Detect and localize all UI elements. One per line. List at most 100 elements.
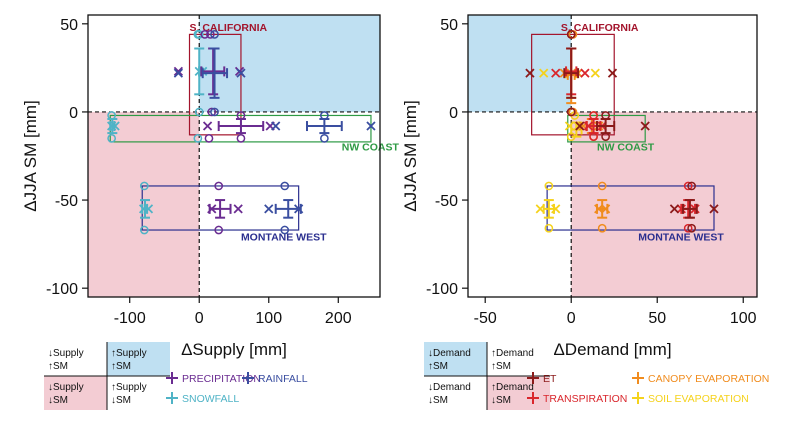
circle-transpiration-montane-west-1 xyxy=(683,223,693,233)
quad-key-top-right-1: ↑SM xyxy=(111,361,131,372)
legend-label-rainfall: RAINFALL xyxy=(258,373,308,385)
circle-et-montane-west-1 xyxy=(687,223,696,233)
ytick-label-3: -100 xyxy=(426,281,458,298)
circle-canopy-evaporation-montane-west-1 xyxy=(597,223,607,233)
circle-precipitation-nw-coast-0 xyxy=(236,111,246,120)
quad-key-bottom-right-0: ↑Supply xyxy=(111,382,147,393)
circle-snowfall-s-california-1 xyxy=(194,30,204,39)
cross-rainfall-montane-west-0 xyxy=(264,204,274,214)
region-label-nw-coast: NW COAST xyxy=(342,142,400,154)
cross-transpiration-s-california-0 xyxy=(551,68,561,78)
xtick-label-0: -50 xyxy=(474,310,497,327)
quad-key-shade-bottom-right xyxy=(487,376,550,410)
circle-et-nw-coast-1 xyxy=(601,132,610,141)
circle-transpiration-montane-west-0 xyxy=(683,181,693,191)
quadrant-shade-1 xyxy=(571,111,757,297)
quad-key-top-left-0: ↓Supply xyxy=(48,348,84,359)
circle-snowfall-nw-coast-0 xyxy=(107,111,116,120)
cross-soil-evaporation-montane-west-1 xyxy=(551,204,561,214)
quadrant-shade-0 xyxy=(199,15,380,112)
plot-frame xyxy=(467,14,758,298)
circle-rainfall-montane-west-1 xyxy=(280,225,290,235)
x-axis-title: ΔSupply [mm] xyxy=(181,340,287,359)
circle-transpiration-nw-coast-0 xyxy=(589,111,598,120)
xtick-label-3: 200 xyxy=(325,310,352,327)
cross-et-s-california-0 xyxy=(525,68,535,78)
circle-snowfall-nw-coast-1 xyxy=(107,134,116,143)
cross-precipitation-s-california-0 xyxy=(173,66,184,77)
region-box-s-california xyxy=(531,33,615,136)
circle-rainfall-montane-west-0 xyxy=(280,181,290,191)
quad-key-bottom-right-1: ↓SM xyxy=(491,395,511,406)
circle-transpiration-nw-coast-1 xyxy=(589,132,598,141)
x-axis-title: ΔDemand [mm] xyxy=(553,340,671,359)
region-box-s-california xyxy=(188,33,242,136)
xtick-label-2: 100 xyxy=(255,310,282,327)
region-label-montane-west: MONTANE WEST xyxy=(241,232,327,244)
legend-label-precipitation: PRECIPITATION xyxy=(182,373,261,385)
quad-key-bottom-left-1: ↓SM xyxy=(48,395,68,406)
legend-supply: ↓Supply ↑SM ↑Supply ↑SM ↓Supply ↓SM ↑Supply ↓SM… xyxy=(44,342,308,410)
plot-frame xyxy=(87,14,381,298)
legend-label-canopy-evaporation: CANOPY EVAPORATION xyxy=(648,373,769,385)
ytick-label-2: -50 xyxy=(55,193,78,210)
cross-snowfall-montane-west-1 xyxy=(143,204,154,214)
xtick-label-2: 50 xyxy=(648,310,666,327)
legend-label-soil-evaporation: SOIL EVAPORATION xyxy=(648,393,749,405)
quad-key-bottom-left-1: ↓SM xyxy=(428,395,448,406)
cross-et-nw-coast-0 xyxy=(575,121,585,131)
region-label-montane-west: MONTANE WEST xyxy=(638,232,724,244)
y-axis-title: ΔJJA SM [mm] xyxy=(21,100,40,211)
cross-soil-evaporation-s-california-0 xyxy=(539,68,549,78)
quad-key-top-left-1: ↑SM xyxy=(428,361,448,372)
cross-soil-evaporation-nw-coast-0 xyxy=(564,121,575,131)
quad-key-top-left-1: ↑SM xyxy=(48,361,68,372)
quad-key-shade-top-left xyxy=(424,342,487,376)
circle-rainfall-nw-coast-1 xyxy=(320,134,329,143)
legend-label-transpiration: TRANSPIRATION xyxy=(543,393,627,405)
circle-precipitation-nw-coast-2 xyxy=(204,134,214,143)
circle-et-montane-west-0 xyxy=(687,181,696,191)
cross-snowfall-nw-coast-0 xyxy=(107,121,117,131)
ytick-label-3: -100 xyxy=(46,281,78,298)
quad-key-top-right-0: ↑Demand xyxy=(491,348,534,359)
ytick-label-0: 50 xyxy=(60,17,78,34)
region-label-s-california: S. CALIFORNIA xyxy=(561,22,639,34)
cross-canopy-evaporation-montane-west-0 xyxy=(594,204,604,214)
cross-transpiration-nw-coast-0 xyxy=(583,121,594,131)
cross-soil-evaporation-s-california-1 xyxy=(590,68,600,78)
circle-soil-evaporation-nw-coast-1 xyxy=(566,132,576,141)
circle-precipitation-nw-coast-1 xyxy=(236,134,246,143)
quadrant-shade-1 xyxy=(88,111,200,297)
cross-rainfall-s-california-1 xyxy=(236,68,246,78)
circle-precipitation-s-california-0 xyxy=(200,30,210,39)
cross-et-montane-west-1 xyxy=(709,204,719,214)
cross-precipitation-nw-coast-0 xyxy=(202,121,213,131)
circle-canopy-evaporation-montane-west-0 xyxy=(597,181,607,191)
legend-label-snowfall: SNOWFALL xyxy=(182,393,239,405)
cross-rainfall-montane-west-1 xyxy=(294,204,304,214)
cross-transpiration-s-california-1 xyxy=(580,68,590,78)
xtick-label-1: 0 xyxy=(195,310,204,327)
legend-label-et: ET xyxy=(543,373,557,385)
quad-key-bottom-left-0: ↓Demand xyxy=(428,382,471,393)
ytick-label-1: 0 xyxy=(449,105,458,122)
quad-key-bottom-left-0: ↓Supply xyxy=(48,382,84,393)
circle-precipitation-montane-west-1 xyxy=(214,225,224,235)
quad-key-top-left-0: ↓Demand xyxy=(428,348,471,359)
cross-rainfall-s-california-0 xyxy=(173,68,184,78)
cross-precipitation-montane-west-0 xyxy=(207,204,217,214)
quad-key-top-right-1: ↑SM xyxy=(491,361,511,372)
circle-snowfall-s-california-2 xyxy=(194,107,204,117)
xtick-label-1: 0 xyxy=(567,310,576,327)
legend-demand: ↓Demand ↑SM ↑Demand ↑SM ↓Demand ↓SM ↑Demand ↓SM… xyxy=(424,342,769,410)
quad-key-shade-top-right xyxy=(107,342,170,376)
cross-et-nw-coast-1 xyxy=(640,121,650,131)
circle-rainfall-s-california-0 xyxy=(210,30,219,39)
quad-key-bottom-right-0: ↑Demand xyxy=(491,382,534,393)
y-axis-title: ΔJJA SM [mm] xyxy=(401,100,420,211)
circle-rainfall-nw-coast-0 xyxy=(320,111,329,120)
